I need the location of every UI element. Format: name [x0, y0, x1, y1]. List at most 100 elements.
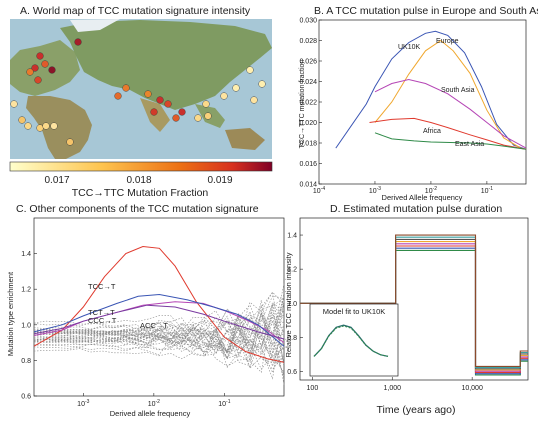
panel-d-xtick: 10,000 — [461, 385, 483, 392]
panel-d-ytick: 0.8 — [287, 335, 297, 342]
panel-c-background-line — [33, 292, 285, 355]
map-sample-point — [232, 84, 240, 92]
panel-c-background-line — [33, 312, 285, 358]
panel-c-background-line — [33, 300, 285, 337]
panel-c-background-line — [33, 303, 285, 364]
panel-c-ytick: 0.6 — [21, 394, 31, 401]
panel-b-ytick: 0.024 — [299, 79, 317, 86]
panel-c-background-line — [33, 295, 285, 352]
panel-c-background-line — [33, 301, 285, 341]
panel-c-chart: 0.6 0.8 1.0 1.2 1.4 10-3 10-2 10-1 TCC→T ACC→T TCT… — [21, 217, 285, 408]
map-sample-point — [204, 112, 212, 120]
panel-b-chart: 0.014 0.016 0.018 0.020 0.022 0.024 0.026 0.028… — [299, 18, 527, 195]
panel-d-chart: 0.6 0.8 1.0 1.2 1.4 100 1,000 10,000 Model fit t… — [287, 217, 529, 392]
panel-d-xlabel: Time (years ago) — [377, 404, 456, 416]
map-sample-point — [42, 122, 50, 130]
panel-b-xlabel: Derived Allele frequency — [382, 193, 463, 202]
panel-b-ytick: 0.014 — [299, 182, 317, 189]
panel-d-xtick: 100 — [307, 385, 319, 392]
panel-d-step-line — [300, 234, 528, 367]
panel-d-xtick: 1,000 — [384, 385, 402, 392]
panel-a-title: A. World map of TCC mutation signature i… — [20, 5, 251, 17]
map-sample-point — [18, 116, 26, 124]
panel-b-xtick: 10-4 — [313, 186, 325, 195]
panel-c-background-line — [33, 301, 285, 363]
panel-c-xtick: 10-1 — [218, 399, 230, 408]
panel-c-series-label: TCC→T — [88, 282, 116, 291]
panel-c-ylabel: Mutation type enrichment — [6, 271, 15, 356]
panel-b-series-line — [374, 39, 527, 150]
panel-b-xtick: 10-3 — [369, 186, 381, 195]
panel-c-background-line — [33, 316, 285, 354]
map-sample-point — [114, 92, 122, 100]
panel-d-ytick: 1.2 — [287, 267, 297, 274]
map-sample-point — [50, 122, 58, 130]
panel-d-frame — [299, 217, 529, 381]
panel-b-series-label: Africa — [423, 128, 441, 135]
panel-b-ytick: 0.030 — [299, 18, 317, 25]
map-sample-point — [10, 100, 18, 108]
panel-c-xtick: 10-3 — [77, 399, 89, 408]
world-map — [10, 19, 272, 159]
panel-c-background-line — [33, 291, 285, 367]
panel-c-background-line — [33, 310, 285, 364]
map-sample-point — [48, 66, 56, 74]
map-sample-point — [250, 96, 258, 104]
panel-b-series-line — [369, 117, 527, 150]
panel-c-background-line — [33, 312, 285, 375]
map-sample-point — [24, 122, 32, 130]
panel-b-series-line — [374, 78, 527, 149]
map-sample-point — [66, 138, 74, 146]
map-sample-point — [26, 68, 34, 76]
colorbar-label: TCC→TTC Mutation Fraction — [72, 187, 209, 199]
panel-b-ytick: 0.016 — [299, 161, 317, 168]
colorbar-tick: 0.019 — [207, 175, 232, 186]
colorbar-tick: 0.018 — [126, 175, 151, 186]
panel-b-xtick: 10-1 — [481, 186, 493, 195]
map-sample-point — [122, 84, 130, 92]
panel-c-series-label: ACC→T — [140, 321, 168, 330]
panel-b-series-label: South Asia — [441, 87, 475, 94]
panel-b-series-label: East Asia — [455, 141, 484, 148]
panel-c-background-line — [33, 315, 285, 367]
panel-c-xlabel: Derived allele frequency — [110, 409, 191, 418]
panel-c-background-line — [33, 303, 285, 354]
panel-c-title: C. Other components of the TCC mutation … — [16, 203, 259, 215]
panel-c-background-line — [33, 312, 285, 358]
inset-title: Model fit to UK10K — [323, 307, 386, 316]
panel-b-ytick: 0.020 — [299, 120, 317, 127]
panel-d-ytick: 1.0 — [287, 301, 297, 308]
panel-c-series-line — [33, 301, 285, 344]
map-sample-point — [150, 108, 158, 116]
map-sample-point — [178, 108, 186, 116]
panel-b-ytick: 0.028 — [299, 38, 317, 45]
panel-d-ytick: 0.6 — [287, 369, 297, 376]
panel-b-ytick: 0.022 — [299, 100, 317, 107]
panel-c-background-line — [33, 323, 285, 368]
panel-c-ytick: 1.0 — [21, 322, 31, 329]
panel-d-ytick: 1.4 — [287, 233, 297, 240]
map-sample-point — [156, 96, 164, 104]
panel-c-background-line — [33, 326, 285, 370]
panel-c-series-line — [33, 293, 285, 347]
map-sample-point — [144, 90, 152, 98]
panel-c-ytick: 1.2 — [21, 287, 31, 294]
colorbar — [9, 161, 273, 172]
map-sample-point — [36, 52, 44, 60]
panel-b-xtick: 10-2 — [425, 186, 437, 195]
map-sample-point — [172, 114, 180, 122]
panel-b-series-line — [335, 30, 527, 150]
colorbar-tick: 0.017 — [44, 175, 69, 186]
panel-b-series-line — [374, 132, 527, 150]
inset-frame — [309, 303, 399, 377]
panel-b-series-label: UK10K — [398, 44, 421, 51]
map-sample-point — [258, 80, 266, 88]
map-sample-point — [31, 64, 39, 72]
panel-c-background-line — [33, 297, 285, 363]
panel-b-ylabel: TCC→TTC mutation fraction — [299, 60, 306, 149]
inset-model-line — [313, 324, 389, 358]
map-sample-point — [202, 100, 210, 108]
panel-c-series-line — [33, 304, 285, 340]
panel-c-background-line — [33, 283, 285, 341]
